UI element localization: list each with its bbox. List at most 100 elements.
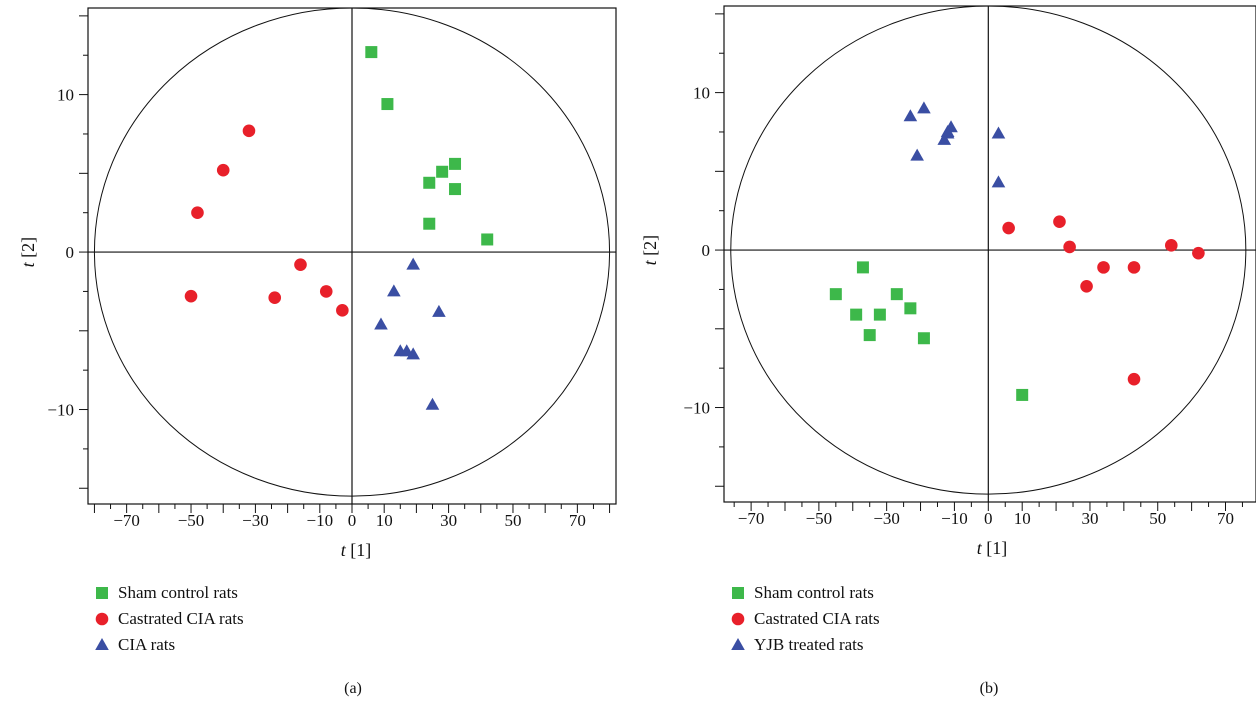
x-tick-label: 10 — [1014, 509, 1031, 528]
data-point-square — [436, 165, 449, 178]
x-tick-label: 50 — [504, 511, 521, 530]
data-point-triangle — [374, 317, 388, 330]
data-point-circle — [1002, 221, 1015, 235]
legend-label: YJB treated rats — [754, 635, 864, 654]
data-point-triangle — [917, 101, 931, 114]
data-point-triangle — [425, 397, 440, 410]
data-point-square — [423, 217, 436, 230]
y-tick-label: −10 — [683, 399, 710, 418]
y-axis-label: t [2] — [640, 235, 660, 266]
data-point-square — [1016, 388, 1029, 401]
panel-caption: (b) — [980, 680, 999, 697]
data-point-triangle — [991, 175, 1006, 188]
legend-label: Castrated CIA rats — [754, 609, 880, 628]
data-point-square — [850, 308, 863, 321]
panel-caption: (a) — [344, 680, 362, 697]
data-point-square — [829, 288, 842, 301]
data-point-circle — [1127, 261, 1141, 274]
legend-marker-circle — [731, 612, 745, 626]
data-point-square — [856, 261, 869, 274]
legend-label: Sham control rats — [754, 583, 874, 602]
data-point-square — [917, 332, 930, 345]
data-point-triangle — [937, 132, 952, 145]
x-tick-label: 50 — [1149, 509, 1166, 528]
y-tick-label: −10 — [47, 401, 74, 420]
series-circle — [184, 124, 349, 317]
x-tick-label: −10 — [307, 511, 334, 530]
data-point-square — [449, 157, 462, 170]
y-axis-label-var: t — [18, 261, 38, 267]
legend-marker-circle — [95, 612, 109, 626]
data-point-triangle — [387, 284, 401, 297]
y-axis-label-var: t — [640, 259, 660, 265]
series-circle — [1002, 215, 1205, 386]
legend-marker-square — [732, 587, 744, 599]
data-point-square — [873, 308, 886, 321]
x-tick-label: 0 — [984, 509, 993, 528]
x-tick-label: −70 — [113, 511, 140, 530]
x-tick-label: −30 — [873, 509, 900, 528]
x-tick-label: 0 — [348, 511, 357, 530]
data-point-triangle — [903, 109, 918, 122]
x-tick-label: 70 — [569, 511, 586, 530]
series-square — [365, 46, 494, 246]
x-axis-label-index: [1] — [986, 538, 1007, 558]
data-point-square — [481, 233, 494, 246]
data-point-circle — [184, 289, 198, 303]
x-tick-label: −70 — [738, 509, 765, 528]
legend-marker-triangle — [95, 638, 109, 650]
legend-marker-triangle — [731, 638, 745, 650]
x-tick-label: −50 — [806, 509, 833, 528]
data-point-square — [904, 302, 917, 315]
data-point-triangle — [910, 148, 924, 161]
series-square — [829, 261, 1029, 401]
data-point-circle — [1097, 261, 1110, 274]
series-triangle — [903, 101, 1006, 188]
data-point-triangle — [406, 347, 420, 360]
x-axis-label-index: [1] — [350, 540, 371, 560]
data-point-circle — [1164, 239, 1178, 252]
data-point-circle — [1063, 240, 1076, 254]
x-tick-label: 30 — [1081, 509, 1098, 528]
legend-marker-square — [96, 587, 108, 599]
y-axis-label-index: [2] — [640, 235, 660, 256]
x-axis-label-var: t — [977, 538, 983, 558]
x-axis-label: t [1] — [977, 538, 1008, 558]
y-tick-label: 0 — [702, 241, 711, 260]
y-tick-label: 10 — [57, 86, 74, 105]
data-point-circle — [294, 258, 307, 271]
legend-label: Sham control rats — [118, 583, 238, 602]
series-triangle — [374, 257, 446, 410]
data-point-circle — [319, 285, 333, 298]
data-point-triangle — [940, 126, 955, 139]
x-axis-label: t [1] — [341, 540, 372, 560]
data-point-circle — [1127, 372, 1141, 386]
x-tick-label: 10 — [376, 511, 393, 530]
data-point-square — [449, 183, 462, 196]
data-point-triangle — [991, 126, 1006, 139]
data-point-square — [890, 288, 903, 301]
data-point-square — [365, 46, 378, 59]
data-point-circle — [216, 163, 230, 177]
y-tick-label: 0 — [66, 243, 75, 262]
x-tick-label: −50 — [178, 511, 205, 530]
x-tick-label: 30 — [440, 511, 457, 530]
x-tick-label: 70 — [1217, 509, 1234, 528]
data-point-circle — [336, 304, 349, 317]
data-point-circle — [1080, 279, 1093, 293]
data-point-circle — [1192, 246, 1205, 260]
x-tick-label: −30 — [242, 511, 269, 530]
legend-label: Castrated CIA rats — [118, 609, 244, 628]
legend-label: CIA rats — [118, 635, 175, 654]
x-axis-label-var: t — [341, 540, 347, 560]
data-point-square — [863, 329, 876, 342]
data-point-circle — [191, 206, 204, 219]
data-point-circle — [242, 124, 256, 138]
data-point-triangle — [432, 304, 446, 317]
data-point-circle — [268, 291, 282, 305]
data-point-square — [423, 176, 436, 189]
y-axis-label: t [2] — [18, 237, 38, 268]
